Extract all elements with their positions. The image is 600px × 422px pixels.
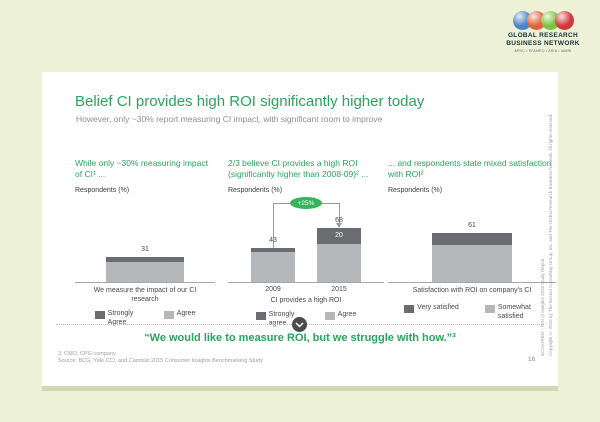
bar-segment-light	[106, 262, 184, 282]
bar-total-label: 68	[335, 216, 343, 224]
slide: Belief CI provides high ROI significantl…	[42, 72, 558, 386]
chevron-down-icon	[292, 317, 307, 332]
chart-legend: Very satisfied Somewhat satisfied	[388, 304, 556, 322]
x-tick-label: 2009	[265, 286, 281, 293]
chart-column-high-roi: 2/3 believe CI provides a high ROI (sign…	[228, 158, 384, 329]
bar-segment-light	[432, 245, 512, 282]
stacked-bar: 68 20	[317, 217, 361, 282]
column-heading: While only ~30% measuring impact of CI¹ …	[75, 158, 208, 179]
legend-swatch	[484, 305, 495, 314]
legend-label: Somewhat satisfied	[497, 304, 531, 320]
legend-item: Agree	[324, 311, 357, 329]
side-copyright-text: BCG/GRBN – ROI of Insights 2015 Study Re…	[539, 88, 555, 356]
legend-label: Agree	[337, 311, 357, 319]
x-tick-label: 2015	[331, 286, 347, 293]
chart-legend: Strongly agree Agree	[228, 311, 384, 329]
logo-tagline: APRC • EFAMRO • ARIA • IAMRI	[514, 48, 572, 53]
footnote-line: 3. CMO, CPG company	[58, 351, 116, 357]
bar-segment-dark	[106, 257, 184, 262]
bar-total-label: 31	[141, 246, 149, 254]
y-axis-label: Respondents (%)	[228, 187, 283, 194]
legend-item: Somewhat satisfied	[484, 304, 540, 322]
quote-text: “We would like to measure ROI, but we st…	[144, 332, 456, 344]
bar-chart-measuring-impact: 31	[75, 197, 215, 283]
annotation-arrowhead-icon	[336, 223, 342, 228]
bar-segment-dark	[251, 247, 295, 252]
x-axis-ticks: 2009 2015	[228, 286, 384, 293]
stacked-bar: 31	[106, 246, 184, 282]
bar-chart-satisfaction: 61	[388, 197, 556, 283]
bar-segment-dark	[432, 233, 512, 246]
logo-balloon-icon	[526, 11, 546, 30]
logo-balloons	[498, 11, 588, 30]
logo-balloon-icon	[512, 11, 532, 30]
side-copyright-line: Copyright © 2015 by The Boston Consultin…	[547, 113, 553, 356]
legend-label: Strongly agree	[268, 311, 295, 327]
legend-swatch	[404, 305, 415, 314]
logo-name-line1: GLOBAL RESEARCH	[507, 32, 579, 39]
bar-chart-high-roi: +25% 43 68 20	[228, 197, 384, 283]
stacked-bar: 43	[251, 237, 295, 282]
stacked-bar: 61	[432, 222, 512, 282]
logo-name: GLOBAL RESEARCH BUSINESS NETWORK	[498, 32, 588, 48]
legend-swatch	[94, 311, 105, 320]
column-heading: ... and respondents state mixed satisfac…	[388, 158, 552, 179]
bar-total-label: 61	[468, 222, 476, 230]
annotation-bracket-line	[273, 203, 274, 248]
bar-segment-light	[317, 243, 361, 282]
logo-balloon-icon	[554, 11, 574, 30]
legend-item: Strongly Agree	[94, 310, 150, 328]
y-axis-label: Respondents (%)	[388, 187, 443, 194]
x-axis-caption: Satisfaction with ROI on company's CI	[412, 287, 532, 294]
legend-swatch	[163, 311, 174, 320]
column-heading: 2/3 believe CI provides a high ROI (sign…	[228, 158, 369, 179]
legend-item: Agree	[163, 310, 196, 328]
source-line: Source: BCG, Yale CCI, and Cambiar 2015 …	[58, 358, 263, 365]
logo-name-line2: BUSINESS NETWORK	[506, 39, 580, 47]
chart-legend: Strongly Agree Agree	[75, 310, 215, 328]
bar-total-label: 43	[269, 236, 277, 244]
growth-badge: +25%	[290, 197, 322, 209]
y-axis-label: Respondents (%)	[75, 187, 130, 194]
annotation-arrow-line	[339, 203, 340, 223]
legend-item: Strongly agree	[255, 311, 311, 329]
legend-swatch	[324, 312, 335, 321]
bar-segment-light	[251, 251, 295, 282]
side-report-title: BCG/GRBN – ROI of Insights 2015 Study Re…	[539, 258, 545, 356]
legend-label: Strongly Agree	[107, 310, 134, 326]
footnotes: 3. CMO, CPG company Source: BCG, Yale CC…	[58, 351, 263, 366]
legend-item: Very satisfied	[404, 304, 459, 322]
chart-column-measuring-impact: While only ~30% measuring impact of CI¹ …	[75, 158, 215, 328]
legend-swatch	[255, 312, 266, 321]
slide-title: Belief CI provides high ROI significantl…	[75, 93, 425, 110]
legend-label: Very satisfied	[417, 304, 459, 312]
logo-balloon-icon	[540, 11, 560, 30]
grbn-logo: GLOBAL RESEARCH BUSINESS NETWORK APRC • …	[498, 11, 588, 53]
legend-label: Agree	[176, 310, 196, 318]
slide-subtitle: However, only ~30% report measuring CI i…	[76, 114, 383, 124]
x-axis-caption: CI provides a high ROI	[270, 297, 342, 304]
chart-column-satisfaction: ... and respondents state mixed satisfac…	[388, 158, 556, 322]
page-number: 16	[528, 356, 536, 363]
bar-segment-dark: 20	[317, 227, 361, 244]
x-axis-caption: We measure the impact of our CI research	[93, 287, 197, 304]
